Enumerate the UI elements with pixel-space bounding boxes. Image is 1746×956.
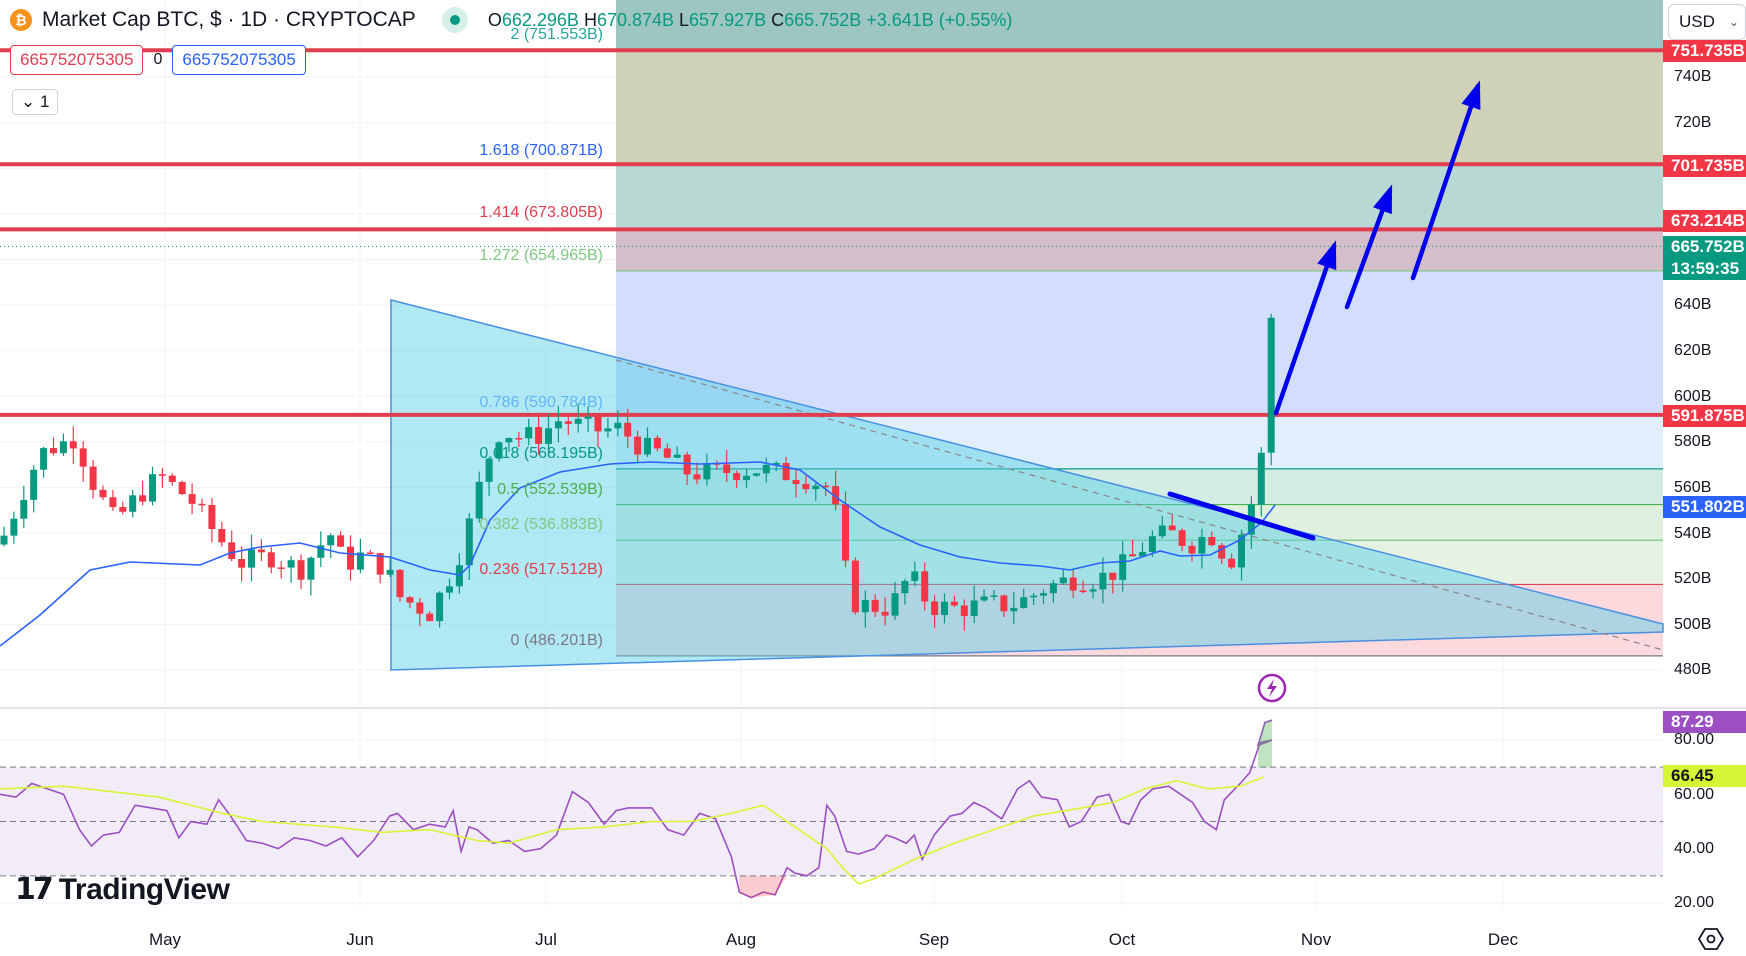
market-status-indicator[interactable] bbox=[441, 7, 468, 33]
tradingview-wordmark: TradingView bbox=[58, 872, 230, 906]
open-key: O bbox=[487, 9, 502, 30]
price-axis-label: 740B bbox=[1674, 68, 1712, 85]
bitcoin-icon: ₿ bbox=[10, 9, 32, 31]
currency-select[interactable]: USD ⌄ bbox=[1668, 4, 1746, 40]
time-axis-label: Jul bbox=[535, 930, 557, 949]
chevron-down-icon: ⌄ bbox=[1728, 15, 1739, 29]
fib-level-label: 0 (486.201B) bbox=[510, 632, 603, 649]
fib-level-label: 1.414 (673.805B) bbox=[479, 204, 603, 221]
live-dot-icon bbox=[449, 15, 460, 25]
close-key: C bbox=[771, 9, 785, 30]
lightning-icon[interactable] bbox=[1256, 672, 1288, 704]
rsi-axis-label: 20.00 bbox=[1674, 894, 1715, 911]
rsi-axis-label: 80.00 bbox=[1674, 731, 1715, 748]
ohlc-values: O662.296B H670.874B L657.927B C665.752B … bbox=[488, 10, 1013, 31]
price-axis-label: 620B bbox=[1674, 342, 1712, 359]
fib-level-label: 0.786 (590.784B) bbox=[479, 394, 603, 411]
high-key: H bbox=[583, 9, 597, 30]
close-value: 665.752B bbox=[784, 9, 862, 30]
price-tag: 66.45 bbox=[1663, 765, 1746, 787]
open-value: 662.296B bbox=[501, 9, 579, 30]
symbol-title[interactable]: Market Cap BTC, $ · 1D · CRYPTOCAP bbox=[42, 8, 416, 31]
time-axis-label: May bbox=[148, 930, 182, 949]
indicators-collapse-button[interactable]: ⌄ 1 bbox=[12, 89, 59, 115]
time-axis-label: Jun bbox=[346, 930, 374, 949]
horizontal-levels bbox=[0, 48, 1663, 417]
price-axis-label: 580B bbox=[1674, 433, 1712, 450]
target-arrows bbox=[1167, 80, 1481, 541]
price-tag: 591.875B bbox=[1663, 405, 1746, 427]
tradingview-mark-icon: 17 bbox=[15, 872, 54, 907]
low-value: 657.927B bbox=[689, 9, 767, 30]
price-axis-label: 640B bbox=[1674, 296, 1712, 313]
settings-hex-icon[interactable] bbox=[1698, 926, 1724, 952]
price-tag: 13:59:35 bbox=[1663, 258, 1746, 280]
fib-level-label: 2 (751.553B) bbox=[510, 26, 603, 43]
fib-level-label: 0.236 (517.512B) bbox=[479, 561, 603, 578]
price-axis-label: 720B bbox=[1674, 114, 1712, 131]
rsi-axis-label: 60.00 bbox=[1674, 786, 1715, 803]
price-tag: 751.735B bbox=[1663, 40, 1746, 62]
high-value: 670.874B bbox=[596, 9, 675, 30]
fib-level-label: 0.5 (552.539B) bbox=[497, 481, 603, 498]
time-axis-label: Sep bbox=[918, 930, 950, 949]
fib-level-label: 1.618 (700.871B) bbox=[479, 142, 603, 159]
low-key: L bbox=[679, 9, 690, 30]
order-badges: 665752075305 0 665752075305 bbox=[10, 45, 306, 75]
tradingview-logo[interactable]: 17 TradingView bbox=[15, 872, 230, 907]
indicator-count: 1 bbox=[39, 92, 50, 111]
price-tag: 87.29 bbox=[1663, 711, 1746, 733]
price-axis-label: 540B bbox=[1674, 525, 1712, 542]
time-axis-label: Dec bbox=[1487, 930, 1519, 949]
price-tag: 551.802B bbox=[1663, 496, 1746, 518]
currency-value: USD bbox=[1679, 12, 1715, 31]
change-value: +3.641B (+0.55%) bbox=[866, 9, 1013, 30]
price-axis-label: 560B bbox=[1674, 479, 1712, 496]
price-tag: 701.735B bbox=[1663, 155, 1746, 177]
time-axis-label: Aug bbox=[725, 930, 757, 949]
price-axis-label: 600B bbox=[1674, 388, 1712, 405]
moving-average-line bbox=[0, 461, 1276, 647]
buy-price-badge[interactable]: 665752075305 bbox=[172, 45, 306, 75]
price-tag: 665.752B bbox=[1663, 236, 1746, 258]
price-axis-label: 500B bbox=[1674, 616, 1712, 633]
candlesticks bbox=[0, 313, 1275, 631]
symbol-header: ₿ Market Cap BTC, $ · 1D · CRYPTOCAP O66… bbox=[10, 4, 1012, 36]
price-axis-label: 520B bbox=[1674, 570, 1712, 587]
fib-level-label: 1.272 (654.965B) bbox=[479, 247, 603, 264]
rsi-pane bbox=[0, 707, 1746, 904]
chevron-down-icon: ⌄ bbox=[21, 92, 36, 111]
sell-price-badge[interactable]: 665752075305 bbox=[10, 45, 144, 75]
time-axis-label: Oct bbox=[1108, 930, 1136, 949]
fib-level-label: 0.382 (536.883B) bbox=[479, 516, 603, 533]
rsi-axis-label: 40.00 bbox=[1674, 840, 1715, 857]
price-axis-label: 480B bbox=[1674, 661, 1712, 678]
fib-level-label: 0.618 (568.195B) bbox=[479, 445, 603, 462]
price-tag: 673.214B bbox=[1663, 210, 1746, 232]
spread-value: 0 bbox=[153, 51, 163, 68]
fib-extension-zones bbox=[616, 0, 1663, 657]
time-axis-label: Nov bbox=[1300, 930, 1332, 949]
